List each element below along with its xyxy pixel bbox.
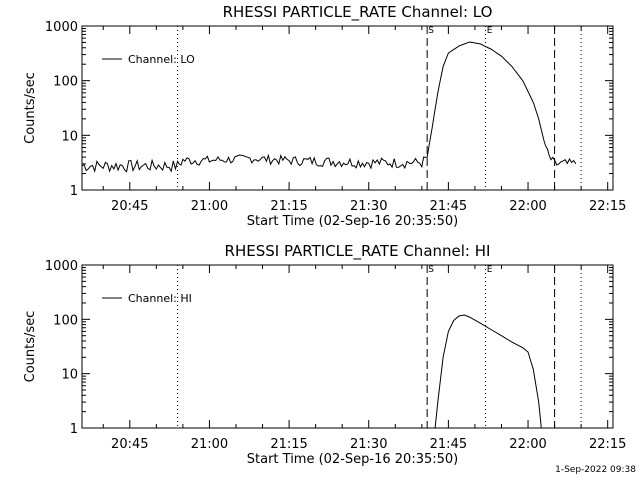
x-tick-label: 21:15 [270, 437, 307, 452]
legend-label: Channel: HI [128, 292, 192, 305]
x-tick-label: 20:45 [111, 199, 148, 214]
marker-label-S: S [428, 26, 434, 36]
y-tick-label: 1000 [45, 259, 78, 274]
y-tick-label: 100 [53, 313, 78, 328]
y-axis-label: Counts/sec [23, 72, 38, 144]
marker-label-S: S [428, 265, 434, 275]
y-tick-label: 100 [53, 75, 78, 90]
footer-timestamp: 1-Sep-2022 09:38 [555, 465, 636, 475]
x-tick-label: 20:45 [111, 437, 148, 452]
x-tick-label: 21:45 [430, 437, 467, 452]
x-tick-label: 22:15 [589, 199, 626, 214]
marker-label-E: E [487, 26, 493, 36]
y-tick-label: 10 [61, 368, 78, 383]
chart-panel-2: RHESSI PARTICLE_RATE Channel: HI 1 10 100 10… [23, 242, 626, 467]
axes-frame [81, 264, 614, 429]
y-tick-label: 1 [70, 422, 78, 437]
x-tick-label: 21:30 [350, 199, 387, 214]
chart-title: RHESSI PARTICLE_RATE Channel: HI [225, 242, 491, 261]
x-tick-label: 21:45 [430, 199, 467, 214]
series-line [81, 41, 577, 173]
axes-frame [81, 25, 614, 191]
y-tick-label: 1 [70, 184, 78, 199]
x-axis-label: Start Time (02-Sep-16 20:35:50) [247, 214, 458, 229]
x-tick-label: 21:00 [191, 437, 228, 452]
x-tick-label: 22:00 [509, 437, 546, 452]
series-line [434, 314, 542, 429]
legend-label: Channel: LO [128, 53, 195, 66]
x-tick-label: 21:15 [270, 199, 307, 214]
chart-title: RHESSI PARTICLE_RATE Channel: LO [223, 3, 493, 22]
x-tick-label: 22:15 [589, 437, 626, 452]
marker-label-E: E [487, 265, 493, 275]
y-axis-label: Counts/sec [23, 311, 38, 383]
y-tick-label: 10 [61, 129, 78, 144]
x-axis-label: Start Time (02-Sep-16 20:35:50) [247, 452, 458, 467]
chart-panel-1: RHESSI PARTICLE_RATE Channel: LO 1 10 100 10… [23, 3, 626, 229]
x-tick-label: 21:00 [191, 199, 228, 214]
x-tick-label: 21:30 [350, 437, 387, 452]
x-tick-label: 22:00 [509, 199, 546, 214]
y-tick-label: 1000 [45, 20, 78, 35]
